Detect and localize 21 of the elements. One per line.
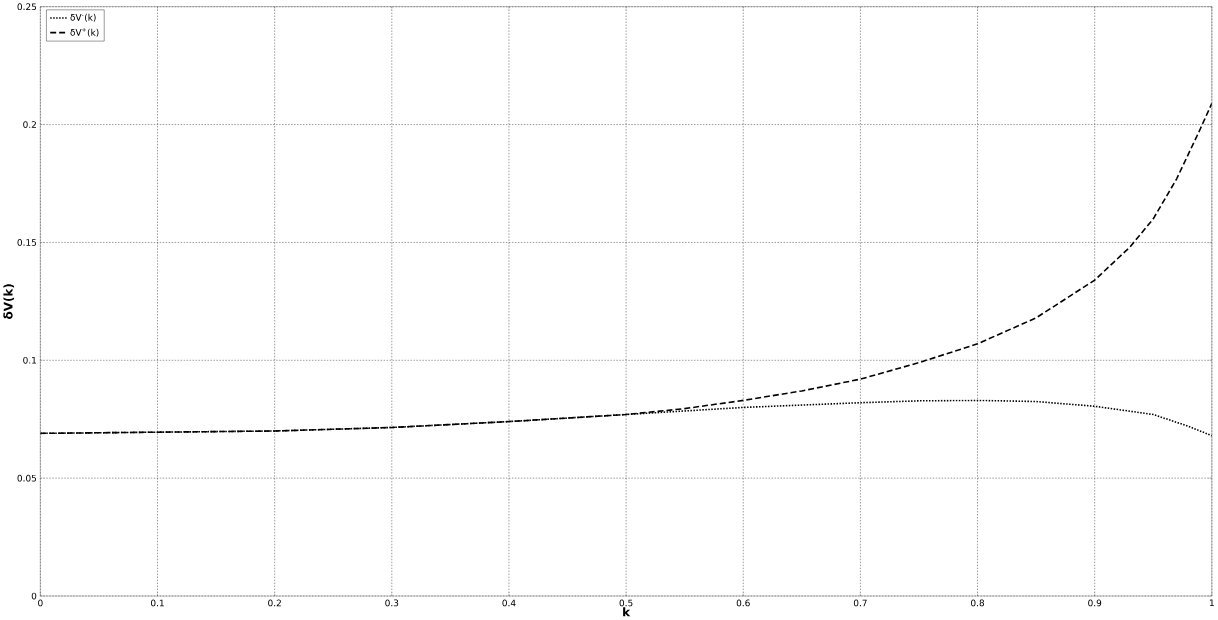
- y-tick-label: 0.25: [17, 3, 37, 11]
- y-tick-label: 0.15: [17, 239, 37, 247]
- legend-label: δV$^{-}$(k): [70, 14, 96, 23]
- x-tick-label: 0.7: [853, 599, 867, 607]
- x-tick-label: 0.2: [268, 599, 281, 607]
- x-tick-label: 0.9: [1088, 599, 1102, 607]
- x-tick-label: 0.3: [385, 599, 399, 607]
- legend-label: δV$^{+}$(k): [70, 28, 99, 38]
- x-tick-label: 0.6: [736, 599, 750, 607]
- y-axis-title: δV(k): [3, 284, 15, 320]
- y-tick-label: 0.2: [23, 121, 36, 129]
- y-tick-label: 0.1: [23, 357, 37, 364]
- x-tick-label: 0: [38, 599, 43, 607]
- x-tick-label: 0.1: [150, 599, 164, 607]
- x-tick-label: 0.8: [971, 599, 985, 607]
- x-tick-label: 1: [1209, 599, 1214, 607]
- x-axis-title: k: [623, 607, 631, 617]
- x-tick-label: 0.4: [502, 599, 516, 607]
- y-tick-label: 0.05: [17, 474, 37, 482]
- y-tick-label: 0: [31, 592, 37, 600]
- x-tick-label: 0.5: [619, 599, 633, 607]
